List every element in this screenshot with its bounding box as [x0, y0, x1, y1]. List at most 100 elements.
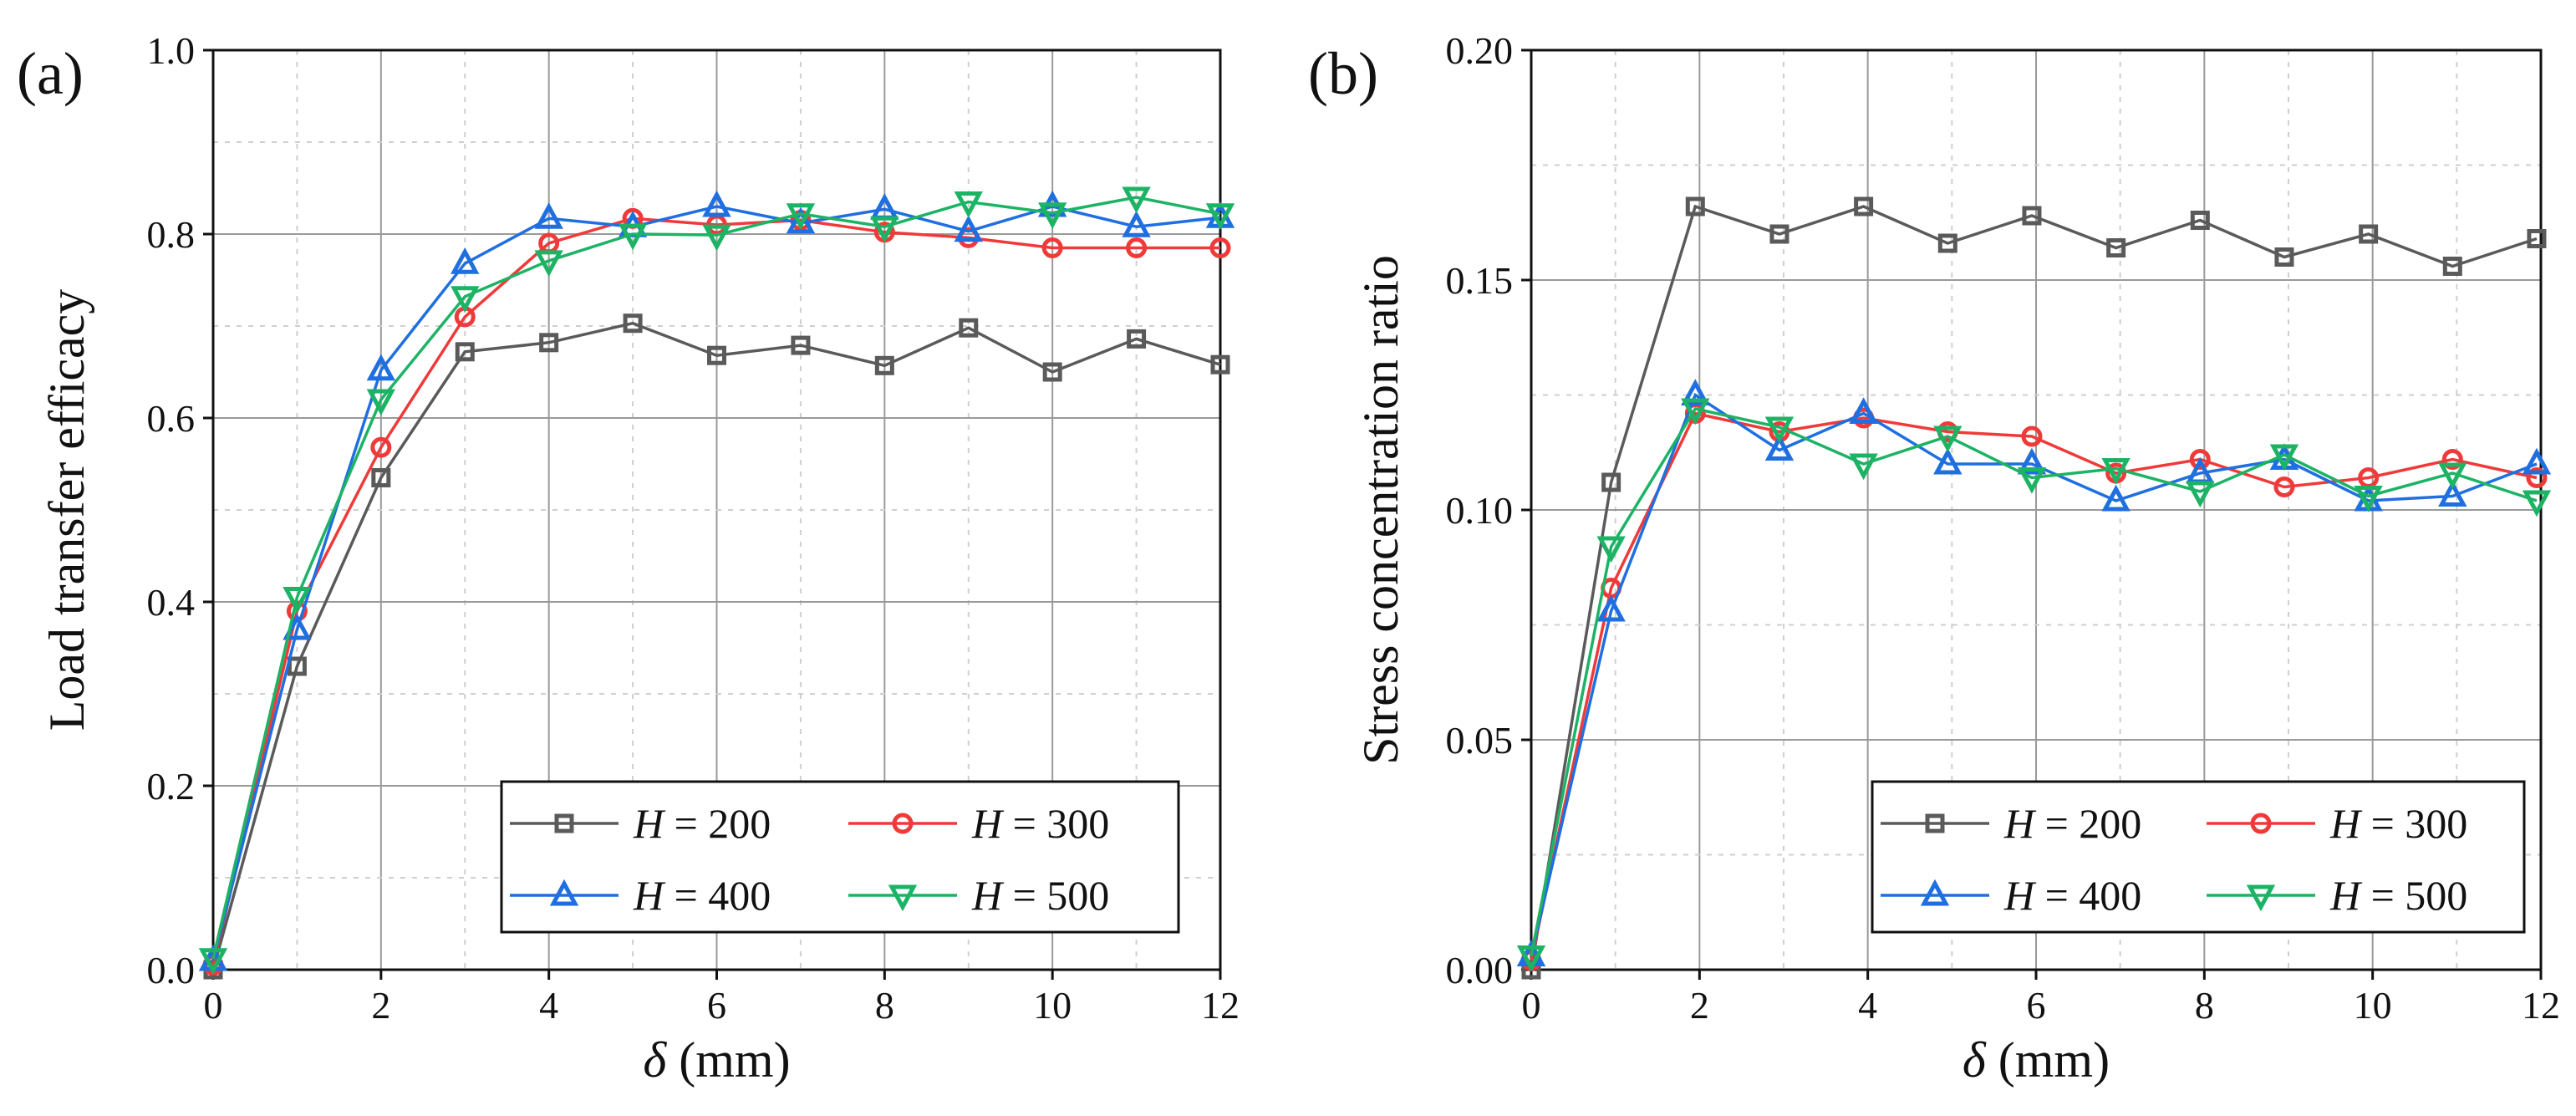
legend-marker: [2250, 813, 2272, 834]
data-point: [2526, 467, 2548, 488]
data-point: [1596, 536, 1626, 563]
chart-panel-b: 0 2 4 6 8 10 12 0.00 0.05 0.10 0.15 0.20 δ (mm) Stres…: [1308, 29, 2560, 1088]
data-point: [1933, 426, 1963, 453]
data-point: [1122, 186, 1151, 214]
y-tick-label: 0.20: [1446, 29, 1514, 72]
y-tick-label: 0.2: [147, 765, 196, 808]
data-point: [618, 223, 648, 251]
data-point: [539, 333, 559, 353]
panel-label: (b): [1308, 40, 1378, 107]
data-point: [702, 224, 731, 252]
data-point: [366, 354, 396, 381]
data-point: [451, 247, 480, 274]
y-axis-label: Stress concentration ratio: [1353, 255, 1408, 765]
data-point: [2274, 247, 2294, 267]
data-point: [623, 313, 643, 334]
data-point: [959, 318, 979, 338]
data-point: [2354, 486, 2383, 512]
series-1: [1521, 196, 2547, 980]
legend-label: H = 300: [2329, 800, 2467, 847]
legend: H = 200 H = 300 H = 400 H = 500: [500, 780, 1180, 934]
legend-entry: H = 300: [2207, 800, 2467, 847]
data-point: [1122, 210, 1151, 237]
x-tick-label: 2: [371, 984, 390, 1027]
series-line: [1530, 204, 2538, 971]
legend-marker: [554, 813, 574, 833]
data-point: [1209, 237, 1231, 258]
data-point: [198, 948, 228, 976]
data-point: [2101, 458, 2131, 485]
x-tick-label: 12: [2522, 984, 2560, 1027]
data-point: [2438, 462, 2467, 490]
y-tick-label: 0.00: [1446, 949, 1514, 991]
legend-box: [500, 780, 1180, 934]
data-point: [451, 286, 480, 313]
y-tick-label: 0.0: [147, 949, 196, 991]
series-line: [1530, 407, 2538, 956]
legend-entry: H = 200: [510, 800, 771, 847]
series-line: [211, 321, 1221, 971]
data-point: [2186, 481, 2215, 508]
data-point: [370, 436, 392, 458]
legend-marker: [549, 879, 579, 906]
x-tick-label: 0: [204, 984, 223, 1027]
data-point: [1601, 472, 1621, 492]
data-point: [1937, 233, 1957, 253]
data-point: [2017, 467, 2047, 494]
data-point: [870, 216, 899, 243]
data-point: [791, 335, 811, 355]
data-point: [2273, 476, 2295, 497]
legend-label: H = 400: [2003, 872, 2141, 919]
data-point: [2106, 238, 2126, 257]
x-axis-label: δ (mm): [643, 1032, 790, 1088]
data-point: [874, 355, 894, 375]
legend-entry: H = 200: [1881, 800, 2141, 847]
data-point: [1127, 329, 1147, 349]
data-point: [702, 190, 731, 217]
data-point: [455, 342, 475, 362]
y-tick-label: 0.6: [147, 397, 196, 440]
x-tick-label: 2: [1690, 984, 1709, 1027]
legend-entry: H = 400: [510, 872, 771, 919]
legend-marker: [1920, 879, 1950, 906]
legend-label: H = 300: [971, 800, 1109, 847]
data-point: [1037, 202, 1067, 229]
data-point: [2021, 426, 2043, 447]
x-tick-label: 8: [875, 984, 894, 1027]
legend-entry: H = 300: [848, 800, 1109, 847]
legend-entry: H = 500: [848, 872, 1109, 919]
panel-label: (a): [17, 40, 84, 107]
data-point: [1126, 237, 1148, 258]
data-point: [1681, 398, 1710, 426]
data-point: [1849, 397, 1878, 424]
legend-marker: [888, 884, 918, 912]
x-tick-label: 4: [539, 984, 558, 1027]
data-point: [534, 250, 563, 278]
data-point: [2189, 449, 2211, 470]
data-point: [1933, 447, 1963, 475]
data-point: [2359, 224, 2379, 244]
data-point: [2269, 444, 2299, 471]
data-point: [1764, 434, 1795, 461]
legend-marker: [1925, 813, 1945, 833]
data-point: [2441, 449, 2463, 470]
y-tick-label: 1.0: [147, 29, 196, 72]
x-tick-label: 6: [2027, 984, 2046, 1027]
series-4: [198, 186, 1235, 976]
chart-panel-a: 0 2 4 6 8 10 12 0.0 0.2 0.4 0.6 0.8 1.0 δ (mm) Load tr…: [17, 29, 1240, 1088]
series-1: [203, 313, 1230, 980]
data-point: [954, 191, 983, 218]
legend-box: [1871, 780, 2526, 934]
data-point: [2190, 211, 2210, 230]
legend-entry: H = 400: [1881, 872, 2141, 919]
series-line: [1530, 411, 2538, 961]
data-point: [1849, 453, 1878, 481]
data-point: [283, 613, 312, 640]
x-tick-label: 6: [707, 984, 726, 1027]
x-tick-label: 10: [1033, 984, 1072, 1027]
data-point: [1854, 196, 1874, 217]
series-line: [1530, 392, 2538, 956]
legend: H = 200 H = 300 H = 400 H = 500: [1871, 780, 2526, 934]
legend-label: H = 200: [633, 800, 771, 847]
